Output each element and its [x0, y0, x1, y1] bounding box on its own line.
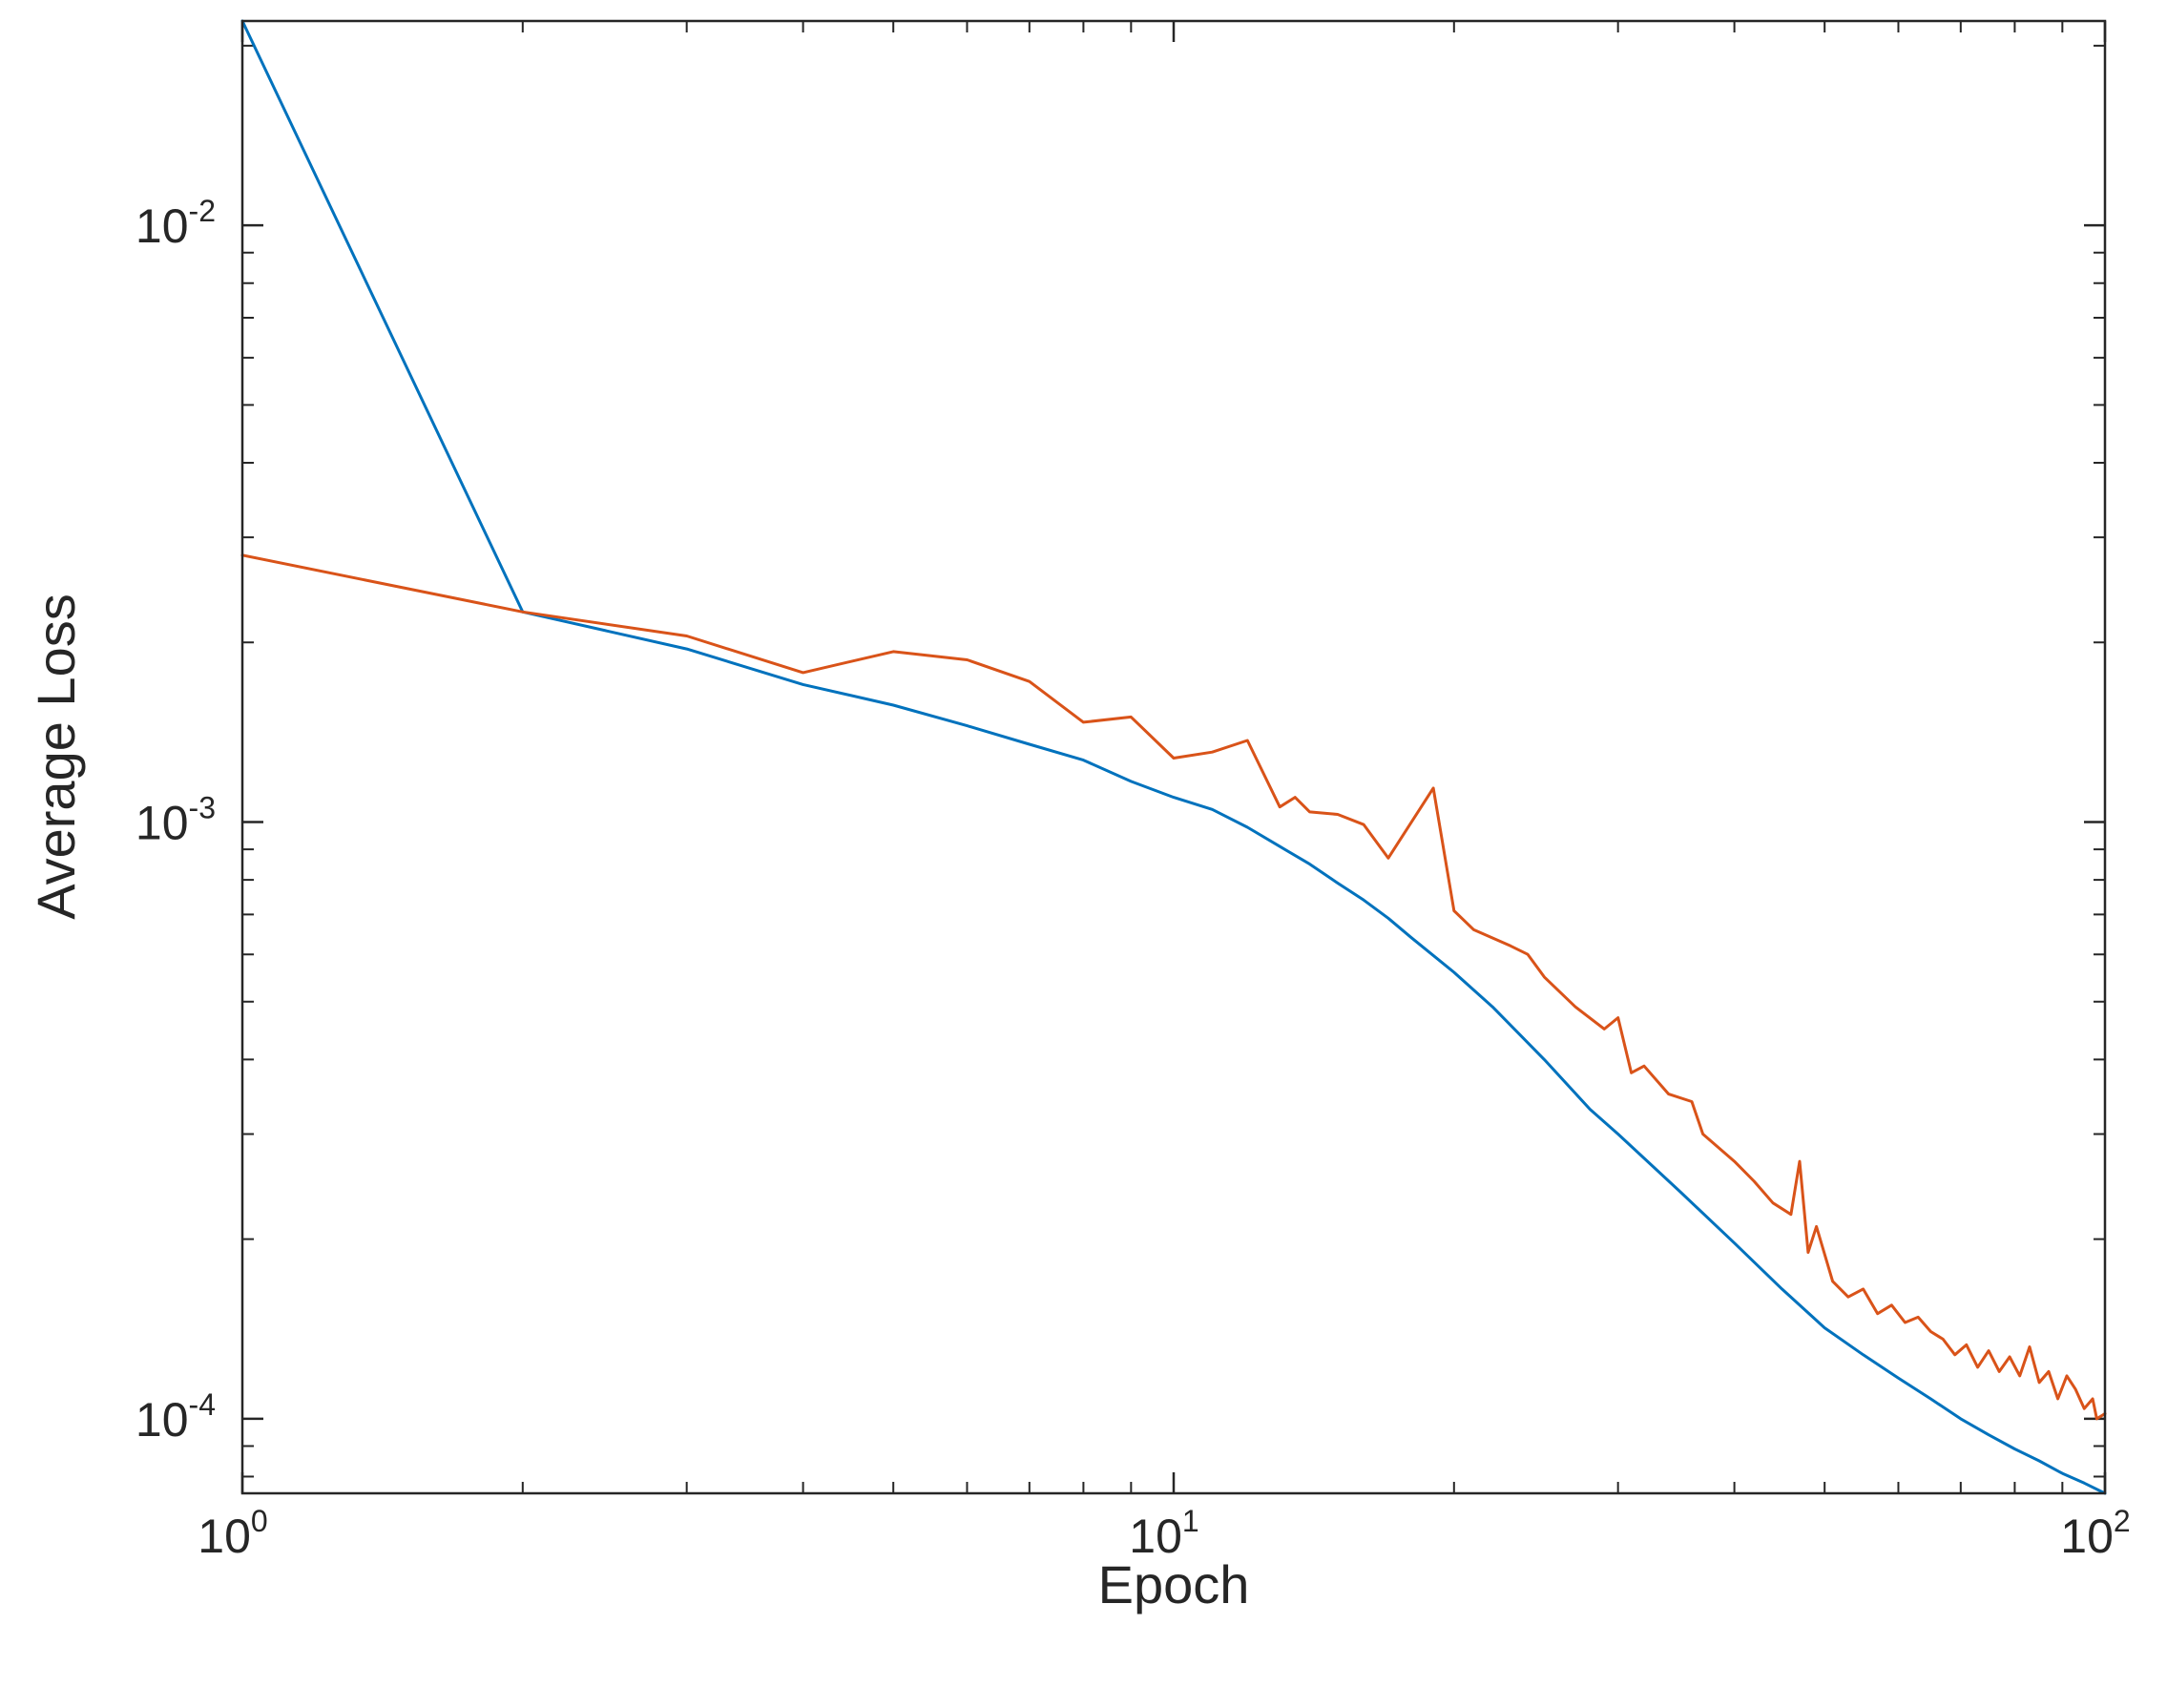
y-axis-title: Average Loss: [26, 594, 86, 919]
minor-ticks: [242, 21, 2105, 1493]
x-tick-label: 102: [2060, 1504, 2130, 1563]
y-tick-label: 10-2: [135, 194, 216, 253]
series-line-blue: [240, 19, 2107, 1495]
series-line-orange: [240, 553, 2107, 1421]
y-tick-label: 10-3: [135, 791, 216, 850]
plot-frame: [240, 19, 2107, 1495]
y-tick-label: 10-4: [135, 1387, 216, 1447]
x-tick-label: 100: [198, 1504, 267, 1563]
y-tick-labels: 10-4 10-3 10-2: [135, 194, 216, 1447]
x-tick-label: 101: [1129, 1504, 1198, 1563]
x-axis-title: Epoch: [1098, 1554, 1250, 1614]
series-layer: [240, 19, 2107, 1495]
x-tick-labels: 100 101 102: [198, 1504, 2130, 1563]
